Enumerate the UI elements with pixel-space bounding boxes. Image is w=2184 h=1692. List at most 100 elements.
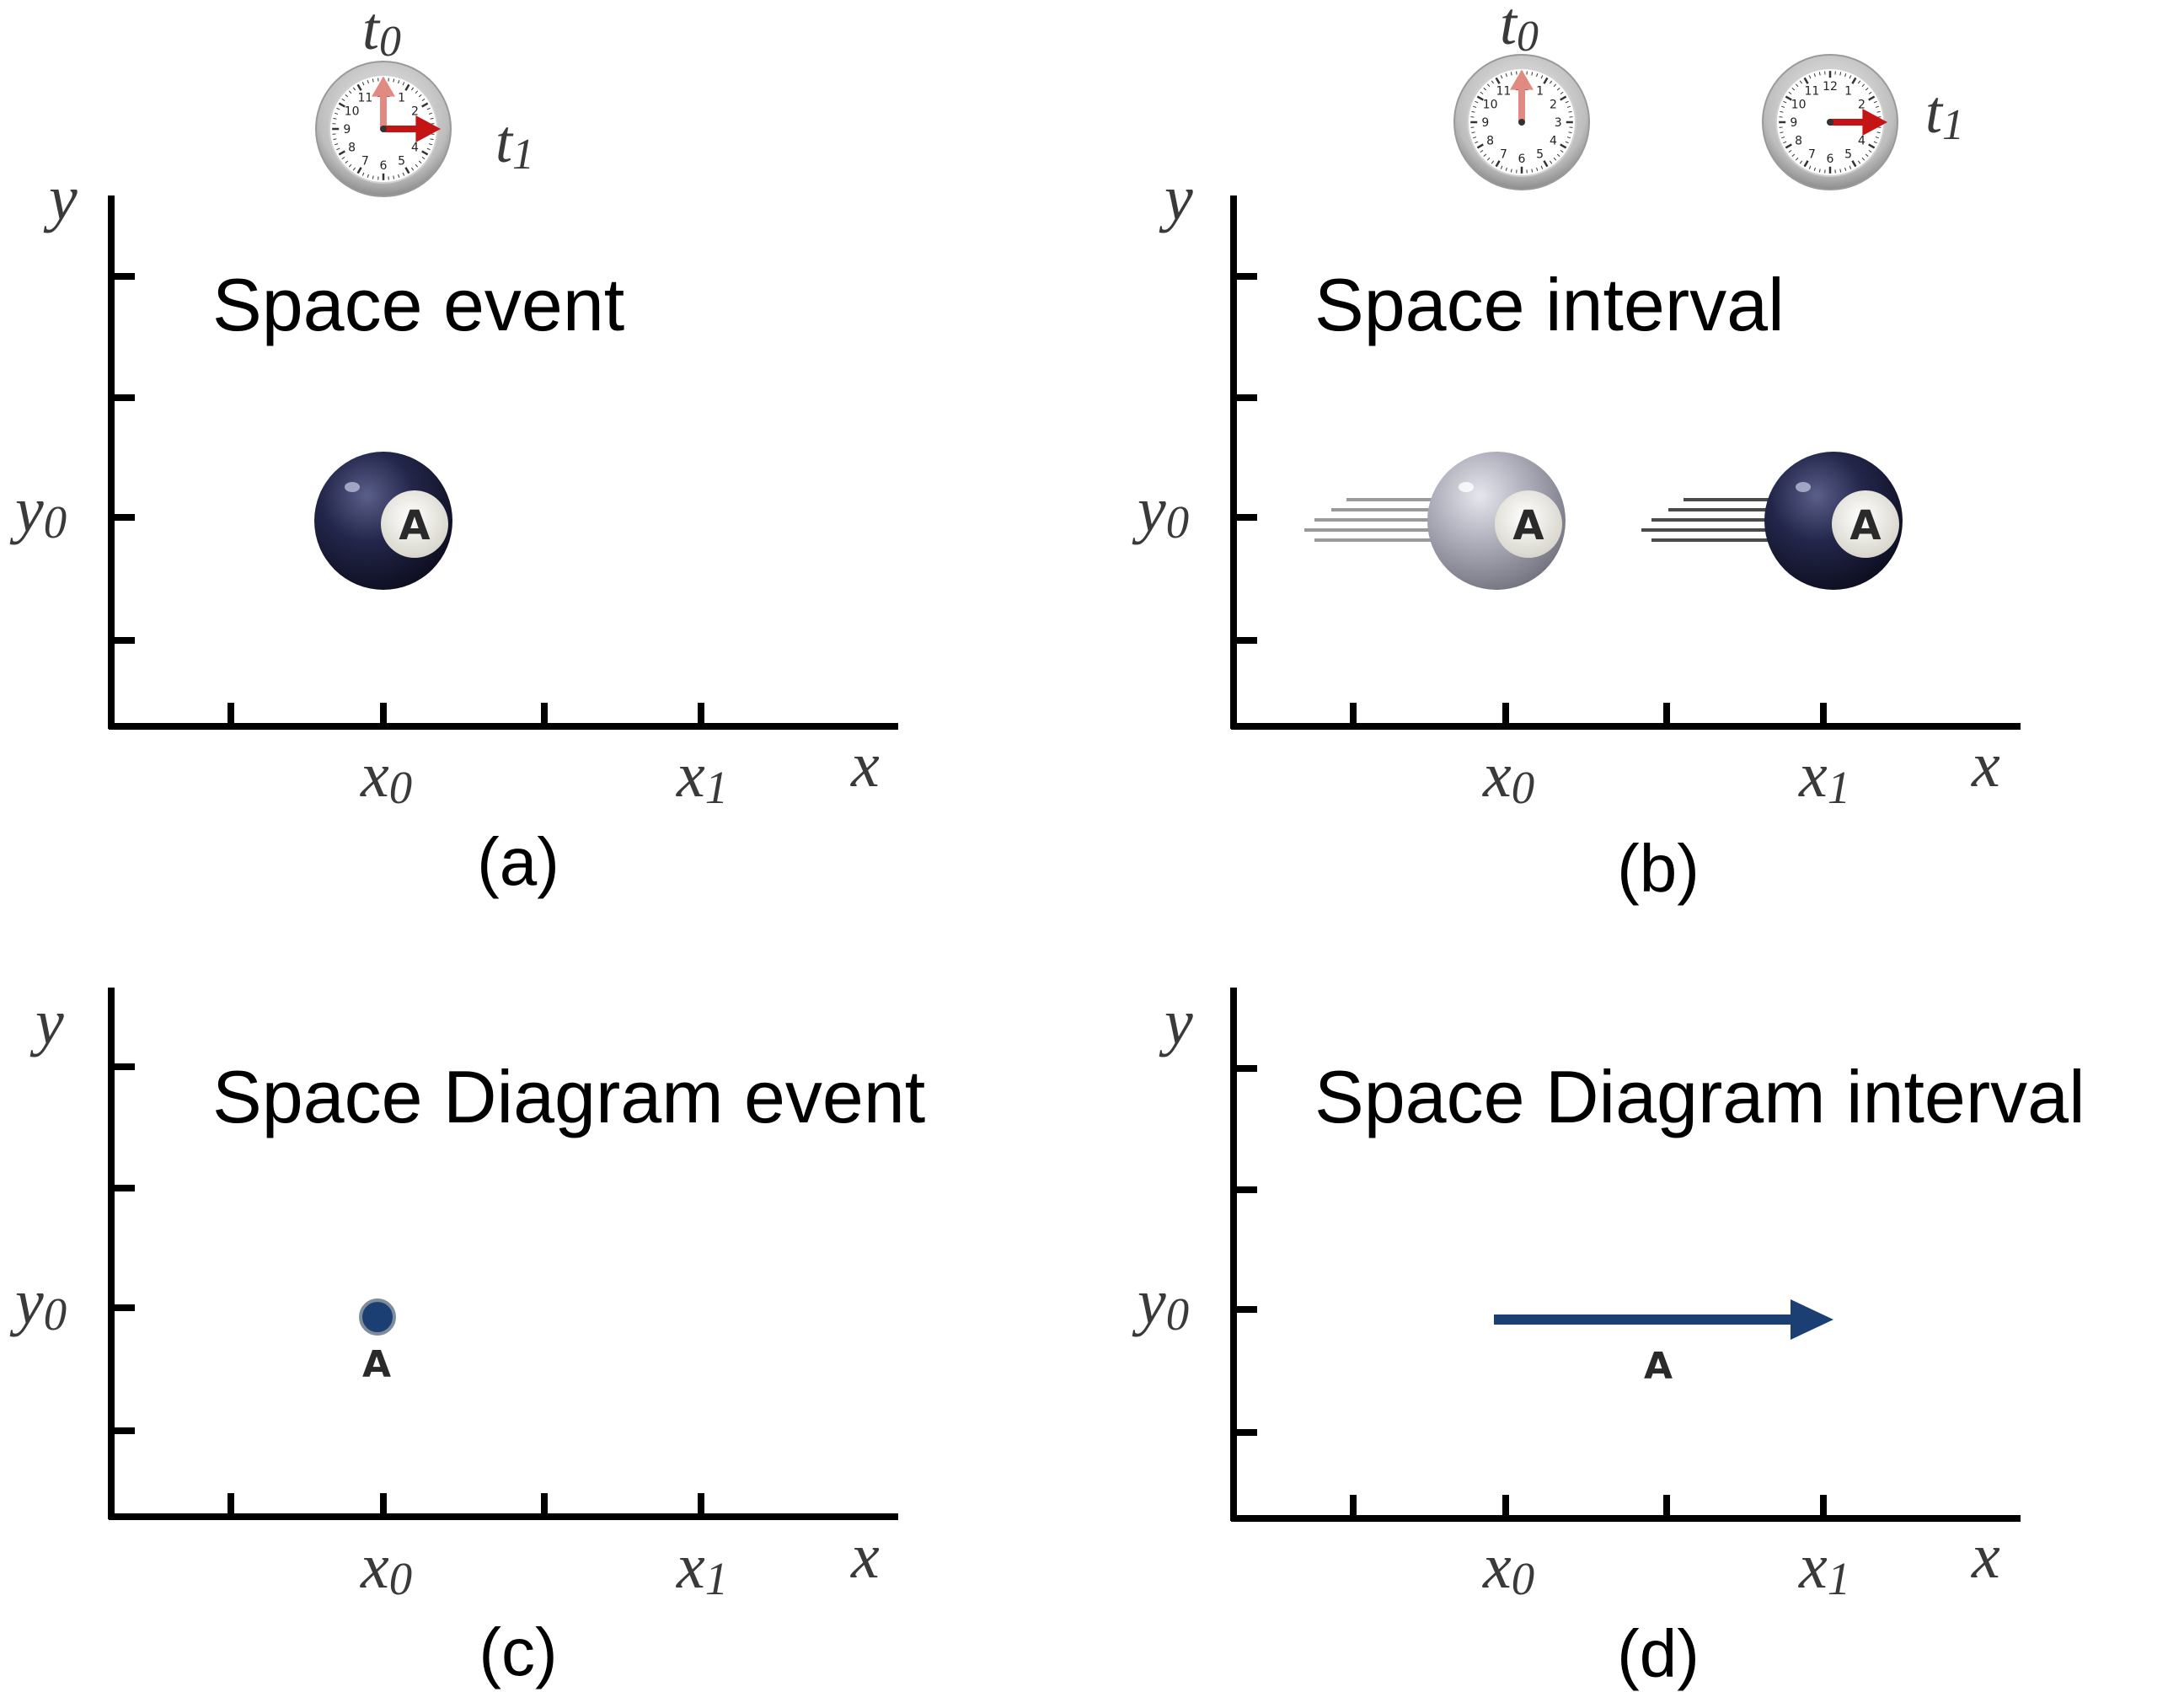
y-tick-label-y0: y0 (9, 1266, 67, 1340)
clock-tick (1795, 83, 1799, 88)
clock-tick (402, 172, 405, 176)
clock-tick (1868, 143, 1876, 149)
clock-tick (1808, 75, 1812, 79)
clock-tick (1553, 83, 1557, 88)
clock-tick (1799, 80, 1803, 84)
caption: (c) (479, 1614, 557, 1689)
clock-tick (336, 107, 340, 110)
clock-center (380, 126, 387, 132)
clock-tick (1471, 110, 1475, 113)
clock-tick (421, 150, 429, 156)
clock-tick (1486, 157, 1491, 161)
clock-tick (1491, 160, 1495, 164)
clock-tick (1536, 167, 1539, 171)
clock-hand-faded-tip (372, 76, 395, 97)
clock-tick (1876, 110, 1881, 113)
clock-tick (410, 167, 415, 171)
clock-tick (1531, 72, 1534, 76)
clock-tick (1471, 131, 1475, 134)
clock-tick (1803, 160, 1809, 168)
clock-tick (1475, 141, 1479, 144)
clock-tick (1476, 143, 1484, 149)
clock-tick (1500, 75, 1503, 79)
event-point-a (359, 1298, 396, 1336)
clock-tick (421, 102, 429, 108)
clock-tick (333, 117, 337, 120)
billiard-ball-a-end: A (1764, 452, 1903, 590)
clock-tick (1876, 131, 1881, 134)
panel-a: 123456789101112 t0 t1 y x y0 x0 x1 Space… (9, 0, 898, 899)
clock-numeral: 7 (361, 154, 369, 168)
clock-tick (1873, 100, 1877, 104)
clock-tick (338, 102, 345, 108)
clock-tick (1851, 160, 1857, 168)
x-tick-label-x0: x0 (360, 740, 412, 813)
clock-tick (1475, 100, 1479, 104)
svg-text:A: A (1512, 502, 1544, 549)
svg-text:A: A (399, 502, 430, 549)
clock-tick (1568, 131, 1572, 134)
clock-numeral: 6 (1518, 153, 1526, 166)
clock-hand-faded-tip (1510, 69, 1534, 90)
panel-c: y x y0 x0 x1 Space Diagram event A (c) (9, 987, 925, 1689)
clock-numeral: 1 (398, 92, 405, 105)
clock-numeral: 11 (357, 92, 372, 105)
y-tick-label-y0: y0 (1132, 1266, 1189, 1340)
axes (108, 195, 898, 730)
clock-tick (1799, 160, 1803, 164)
clock-tick (1553, 157, 1557, 161)
y-axis-label: y (1159, 163, 1193, 233)
clock-tick (1480, 149, 1484, 153)
clock-tick (1540, 75, 1544, 79)
clock-tick (1857, 80, 1861, 84)
clock-numeral: 11 (1496, 85, 1511, 99)
clock-numeral: 3 (1555, 116, 1562, 130)
clock-tick (352, 87, 356, 91)
clock-tick (335, 143, 339, 146)
clock-tick (1839, 169, 1842, 173)
x-tick-label-x0: x0 (1482, 740, 1534, 813)
clock-tick (1505, 73, 1507, 78)
clock-numeral: 8 (1486, 135, 1494, 148)
clock-t0: 123456789101112 (315, 61, 452, 197)
clock-hand-faded (1518, 88, 1525, 122)
clock-tick (341, 156, 345, 160)
clock-numeral: 12 (1823, 80, 1838, 94)
clock-tick (372, 78, 374, 83)
event-point-label: A (362, 1343, 391, 1386)
clock-tick (1839, 72, 1842, 76)
clock-tick (1851, 77, 1857, 84)
clock-tick (345, 160, 349, 164)
clock-tick (1818, 169, 1821, 173)
clock-tick (1565, 141, 1569, 144)
clock-tick (1813, 167, 1816, 171)
x-tick-label-x1: x1 (1798, 1531, 1850, 1604)
clock-tick (1543, 160, 1549, 168)
clock-tick (1788, 91, 1792, 95)
clock-tick (1495, 160, 1501, 168)
axes (108, 988, 898, 1520)
x-tick-label-x1: x1 (676, 740, 728, 813)
x-tick-label-x1: x1 (676, 1531, 728, 1604)
clock-tick (341, 98, 345, 102)
clock-tick (1795, 157, 1799, 161)
clock-numeral: 1 (1536, 85, 1544, 99)
clock-numeral: 6 (380, 159, 388, 173)
x-axis-label: x (1971, 730, 2000, 800)
clock-tick (1500, 165, 1503, 169)
clock-tick (1510, 72, 1512, 76)
x-axis-label: x (850, 1521, 880, 1592)
clock-tick (426, 107, 431, 110)
clock-tick (428, 112, 432, 115)
clock-numeral: 5 (398, 154, 405, 168)
clock-numeral: 5 (1844, 147, 1852, 161)
clock-tick (1536, 73, 1539, 78)
clock-numeral: 4 (1550, 135, 1557, 148)
clock-tick (372, 175, 374, 179)
panel-b: 123456789101112 t0 123456789101112 t1 y … (1132, 0, 2021, 906)
svg-text:A: A (1849, 502, 1881, 549)
clock-hand-red (383, 126, 417, 132)
clock-label-t0: t0 (1500, 0, 1539, 61)
clock-numeral: 5 (1536, 147, 1544, 161)
clock-tick (1565, 100, 1569, 104)
